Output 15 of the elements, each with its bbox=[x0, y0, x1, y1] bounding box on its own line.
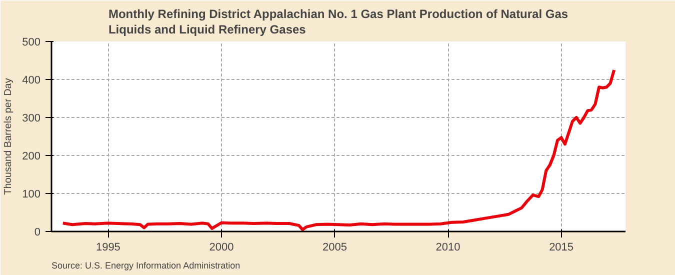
y-tick-label: 0 bbox=[34, 226, 41, 238]
line-series bbox=[61, 68, 616, 232]
y-tick-label: 400 bbox=[22, 74, 41, 86]
y-tick-label: 300 bbox=[22, 112, 41, 124]
y-tick-label: 200 bbox=[22, 150, 41, 162]
y-axis-title: Thousand Barrels per Day bbox=[3, 78, 14, 195]
x-tick-label: 2005 bbox=[322, 242, 348, 254]
x-tick-label: 1995 bbox=[96, 242, 120, 254]
x-tick-label: 2010 bbox=[436, 242, 460, 254]
source-note: Source: U.S. Energy Information Administration bbox=[52, 260, 240, 270]
y-tick-label: 100 bbox=[22, 188, 41, 200]
y-tick-label: 500 bbox=[22, 36, 41, 48]
x-tick-label: 2000 bbox=[209, 242, 234, 254]
x-tick-label: 2015 bbox=[549, 242, 574, 254]
chart-title: Monthly Refining District Appalachian No. 1 Gas Plant Production of Natural Gas Liquids and Liquid Refinery Gases bbox=[108, 7, 568, 36]
